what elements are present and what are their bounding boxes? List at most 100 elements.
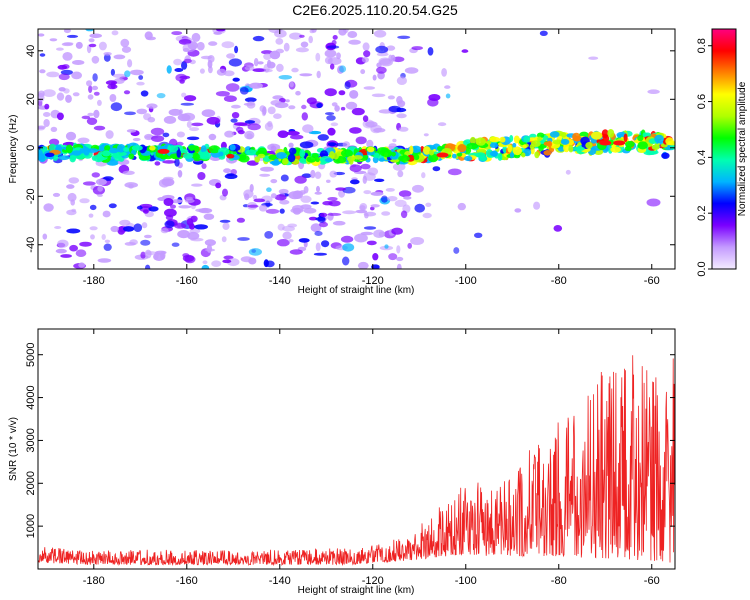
spectrogram-noise-blob xyxy=(253,198,266,203)
spectrogram-noise-blob xyxy=(441,68,447,77)
spectrogram-noise-blob xyxy=(63,88,70,94)
spectrogram-ridge-blob xyxy=(353,155,363,160)
spectrogram-ridge-blob xyxy=(238,154,250,163)
spectrogram-noise-blob xyxy=(360,69,366,75)
spectrogram-ridge-blob xyxy=(191,153,201,159)
spectrogram-x-axis-label: Height of straight line (km) xyxy=(298,285,415,296)
spectrogram-noise-blob xyxy=(175,73,187,82)
spectrogram-noise-blob xyxy=(340,106,346,111)
spectrogram-noise-blob xyxy=(302,124,314,133)
spectrogram-noise-blob xyxy=(363,172,376,181)
spectrogram-peak xyxy=(157,148,170,154)
spectrogram-noise-blob xyxy=(140,239,151,246)
spectrogram-noise-blob xyxy=(269,50,281,60)
spectrogram-ridge-blob xyxy=(315,156,320,163)
spectrogram-noise-blob xyxy=(288,239,294,243)
spectrogram-noise-blob xyxy=(239,87,249,95)
spectrogram-noise-blob xyxy=(104,239,111,243)
spectrogram-noise-blob xyxy=(77,137,90,144)
spectrogram-noise-blob xyxy=(196,41,205,51)
spectrogram-y-axis-label: Frequency (Hz) xyxy=(8,115,19,184)
spectrogram-noise-blob xyxy=(88,43,97,48)
spectrogram-ridge-blob xyxy=(38,149,43,156)
spectrogram-ridge-blob xyxy=(507,144,512,153)
spectrogram-noise-blob xyxy=(344,81,351,90)
spectrogram-noise-blob xyxy=(46,71,60,78)
spectrogram-noise-blob xyxy=(327,142,337,147)
spectrogram-ridge-blob xyxy=(65,144,73,154)
snr-y-tick-label: 4000 xyxy=(25,385,37,409)
spectrogram-noise-blob xyxy=(403,196,412,200)
spectrogram-noise-blob xyxy=(295,90,301,96)
colorbar-gradient xyxy=(712,29,736,269)
spectrogram-noise-blob xyxy=(378,231,385,238)
snr-y-axis-label: SNR (10 * v/v) xyxy=(8,417,19,481)
spectrogram-ridge-blob xyxy=(98,145,106,151)
spectrogram-noise-blob xyxy=(240,256,253,263)
spectrogram-ridge-blob xyxy=(437,145,444,152)
spectrogram-noise-blob xyxy=(313,252,327,256)
spectrogram-noise-blob xyxy=(170,199,183,204)
spectrogram-noise-blob xyxy=(397,35,411,39)
spectrogram-noise-blob xyxy=(407,242,413,249)
spectrogram-noise-blob xyxy=(427,98,439,107)
spectrogram-noise-blob xyxy=(244,97,257,103)
spectrogram-noise-blob xyxy=(247,123,261,131)
spectrogram-noise-blob xyxy=(65,131,77,141)
spectrogram-noise-blob xyxy=(184,95,197,102)
spectrogram-noise-blob xyxy=(327,197,338,201)
spectrogram-noise-blob xyxy=(72,60,85,65)
spectrogram-noise-blob xyxy=(300,204,312,210)
spectrogram-noise-blob xyxy=(444,85,451,89)
spectrogram-noise-blob xyxy=(143,209,149,214)
spectrogram-noise-blob xyxy=(54,226,62,229)
spectrogram-ridge-blob xyxy=(642,132,648,138)
spectrogram-noise-blob xyxy=(63,29,71,34)
spectrogram-noise-blob xyxy=(200,55,213,60)
spectrogram-noise-blob xyxy=(404,67,419,74)
spectrogram-noise-blob xyxy=(221,41,235,49)
spectrogram-ridge-blob xyxy=(452,153,457,159)
spectrogram-noise-blob xyxy=(201,109,216,117)
spectrogram-ridge-blob xyxy=(523,135,531,143)
spectrogram-noise-blob xyxy=(317,134,329,141)
spectrogram-noise-blob xyxy=(201,163,207,170)
spectrogram-noise-blob xyxy=(327,127,336,136)
spectrogram-noise-blob xyxy=(386,196,398,202)
spectrogram-noise-blob xyxy=(91,85,99,91)
spectrogram-ridge-blob xyxy=(109,147,119,154)
spectrogram-noise-blob xyxy=(375,45,389,54)
snr-x-tick-label: -180 xyxy=(83,575,105,587)
spectrogram-noise-blob xyxy=(81,115,91,120)
spectrogram-noise-blob xyxy=(178,109,183,115)
spectrogram-ridge-blob xyxy=(391,151,396,157)
spectrogram-noise-blob xyxy=(186,121,192,128)
spectrogram-noise-blob xyxy=(154,251,159,260)
spectrogram-noise-blob xyxy=(308,130,322,135)
spectrogram-noise-blob xyxy=(315,52,321,62)
spectrogram-noise-blob xyxy=(136,81,145,86)
spectrogram-noise-blob xyxy=(385,188,395,192)
spectrogram-ridge-blob xyxy=(332,152,339,160)
spectrogram-noise-blob xyxy=(87,112,94,117)
spectrogram-noise-blob xyxy=(388,253,398,261)
snr-y-tick-label: 2000 xyxy=(25,471,37,495)
spectrogram-ridge-blob xyxy=(341,149,353,158)
spectrogram-noise-blob xyxy=(98,41,107,51)
spectrogram-noise-blob xyxy=(321,240,330,248)
spectrogram-noise-blob xyxy=(124,182,138,188)
spectrogram-ridge-blob xyxy=(573,146,585,151)
spectrogram-noise-blob xyxy=(354,233,368,243)
spectrogram-noise-blob xyxy=(110,225,119,233)
spectrogram-noise-blob xyxy=(43,112,51,117)
spectrogram-noise-blob xyxy=(311,29,317,33)
spectrogram-noise-blob xyxy=(201,264,210,269)
spectrogram-noise-blob xyxy=(357,261,369,269)
spectrogram-ridge-blob xyxy=(563,143,570,153)
spectrogram-noise-blob xyxy=(300,195,312,203)
spectrogram-noise-blob xyxy=(259,204,268,212)
spectrogram-ridge-blob xyxy=(58,155,70,161)
spectrogram-noise-blob xyxy=(113,54,126,60)
spectrogram-noise-blob xyxy=(248,248,262,256)
spectrogram-noise-blob xyxy=(283,42,290,52)
